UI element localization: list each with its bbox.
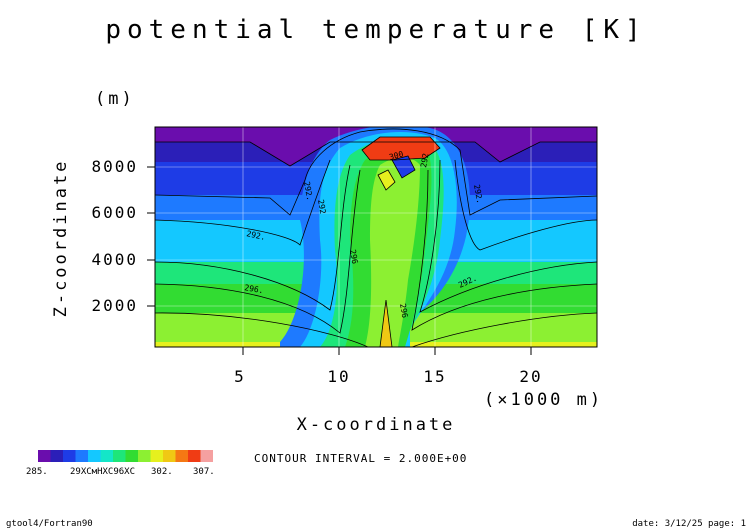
colorbar-swatch <box>113 450 126 462</box>
colorbar-label: 302. <box>151 467 173 477</box>
colorbar-swatch <box>50 450 63 462</box>
x-tick-label: 5 <box>234 367 246 386</box>
contour-label: 292. <box>472 184 484 205</box>
y-tick-label: 6000 <box>91 203 138 222</box>
y-tick-label: 2000 <box>91 296 138 315</box>
contour-label: 296 <box>348 249 359 265</box>
colorbar-swatch <box>200 450 213 462</box>
x-tick-label: 15 <box>423 367 446 386</box>
y-axis-unit: (m) <box>95 89 135 109</box>
x-axis <box>242 347 532 355</box>
y-tick-label: 4000 <box>91 250 138 269</box>
x-axis-unit: (×1000 m) <box>484 390 603 410</box>
plume-fill <box>362 137 440 160</box>
x-tick-label: 10 <box>327 367 350 386</box>
colorbar-swatch <box>138 450 151 462</box>
contour-label: 292 <box>419 152 430 168</box>
y-axis-label: Z-coordinate <box>51 159 71 318</box>
band-fill <box>155 142 330 166</box>
colorbar-label: 307. <box>193 467 215 477</box>
colorbar-swatch <box>175 450 188 462</box>
footer-right: date: 3/12/25 page: 1 <box>632 519 746 529</box>
x-tick-label: 20 <box>519 367 542 386</box>
contour-fill: 292 292. 296 296. 300 292. 292 296 292. … <box>155 127 597 347</box>
chart-title: potential temperature [K] <box>105 15 646 45</box>
plot-frame <box>154 126 598 348</box>
colorbar-swatch <box>88 450 101 462</box>
colorbar-swatch <box>100 450 113 462</box>
plot-area: 292 292. 296 296. 300 292. 292 296 292. … <box>154 126 598 348</box>
contour-label: 296. <box>244 283 265 295</box>
gridlines <box>155 127 597 347</box>
colorbar-swatch <box>38 450 51 462</box>
contour-label: 296 <box>398 303 409 319</box>
colorbar-swatch <box>163 450 176 462</box>
contour-lines <box>155 128 597 347</box>
colorbar <box>38 450 213 462</box>
contour-label: 292 <box>316 199 327 215</box>
plume-fill <box>380 300 392 347</box>
colorbar-label: 29XCмHXC96XC <box>70 467 135 477</box>
colorbar-label: 285. <box>26 467 48 477</box>
colorbar-swatch <box>75 450 88 462</box>
contour-label: 292. <box>246 229 267 242</box>
colorbar-swatch <box>188 450 201 462</box>
colorbar-swatch <box>125 450 138 462</box>
footer-left: gtool4/Fortran90 <box>6 519 93 529</box>
y-tick-label: 8000 <box>91 157 138 176</box>
band-fill <box>475 142 540 162</box>
colorbar-swatch <box>150 450 163 462</box>
colorbar-swatch <box>63 450 76 462</box>
y-axis <box>147 166 155 307</box>
contour-label: 292. <box>302 181 314 202</box>
plume-fill <box>365 157 420 347</box>
x-axis-label: X-coordinate <box>297 415 456 435</box>
contour-interval-note: CONTOUR INTERVAL = 2.000E+00 <box>254 452 467 465</box>
contour-label: 300 <box>388 149 404 161</box>
